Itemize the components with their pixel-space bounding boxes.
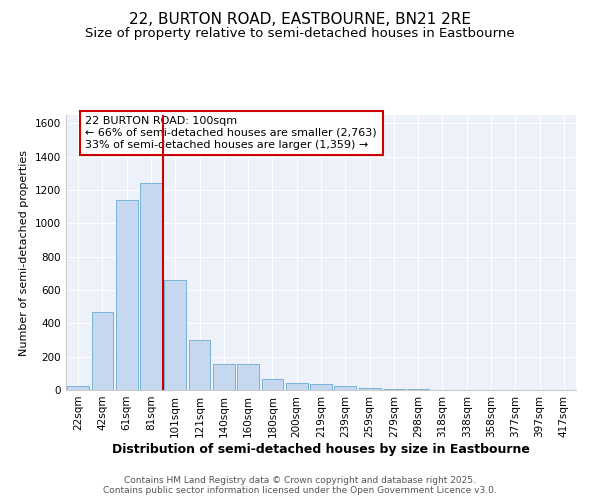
Bar: [334, 386, 356, 390]
Bar: [188, 340, 211, 390]
Y-axis label: Number of semi-detached properties: Number of semi-detached properties: [19, 150, 29, 356]
X-axis label: Distribution of semi-detached houses by size in Eastbourne: Distribution of semi-detached houses by …: [112, 442, 530, 456]
Text: 22, BURTON ROAD, EASTBOURNE, BN21 2RE: 22, BURTON ROAD, EASTBOURNE, BN21 2RE: [129, 12, 471, 28]
Text: Size of property relative to semi-detached houses in Eastbourne: Size of property relative to semi-detach…: [85, 28, 515, 40]
Bar: [140, 184, 162, 390]
Bar: [67, 386, 89, 390]
Bar: [286, 383, 308, 390]
Bar: [116, 200, 137, 390]
Text: 22 BURTON ROAD: 100sqm
← 66% of semi-detached houses are smaller (2,763)
33% of : 22 BURTON ROAD: 100sqm ← 66% of semi-det…: [85, 116, 377, 150]
Bar: [164, 280, 186, 390]
Bar: [237, 364, 259, 390]
Bar: [213, 364, 235, 390]
Bar: [359, 388, 380, 390]
Bar: [310, 384, 332, 390]
Bar: [262, 378, 283, 390]
Text: Contains HM Land Registry data © Crown copyright and database right 2025.
Contai: Contains HM Land Registry data © Crown c…: [103, 476, 497, 495]
Bar: [91, 312, 113, 390]
